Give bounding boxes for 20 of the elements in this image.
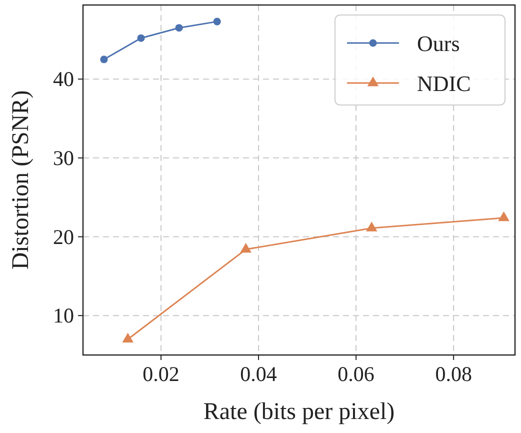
x-tick-label: 0.08 xyxy=(435,362,472,386)
legend-label: Ours xyxy=(417,31,460,56)
point xyxy=(498,211,510,222)
y-tick-label: 20 xyxy=(53,224,74,249)
x-tick-label: 0.02 xyxy=(142,362,180,386)
x-tick-label: 0.06 xyxy=(338,362,374,386)
point xyxy=(100,56,108,64)
point xyxy=(366,222,378,232)
x-axis-title: Rate (bits per pixel) xyxy=(203,399,395,425)
x-tick-label: 0.04 xyxy=(240,362,278,386)
y-axis-title: Distortion (PSNR) xyxy=(8,90,34,270)
y-tick-label: 40 xyxy=(53,67,74,92)
point xyxy=(122,332,134,342)
point xyxy=(213,18,221,26)
point xyxy=(240,242,252,253)
y-tick-label: 10 xyxy=(53,304,74,328)
point xyxy=(137,34,145,42)
legend-label: NDIC xyxy=(417,71,471,96)
point xyxy=(175,24,183,32)
y-tick-label: 30 xyxy=(53,146,74,170)
